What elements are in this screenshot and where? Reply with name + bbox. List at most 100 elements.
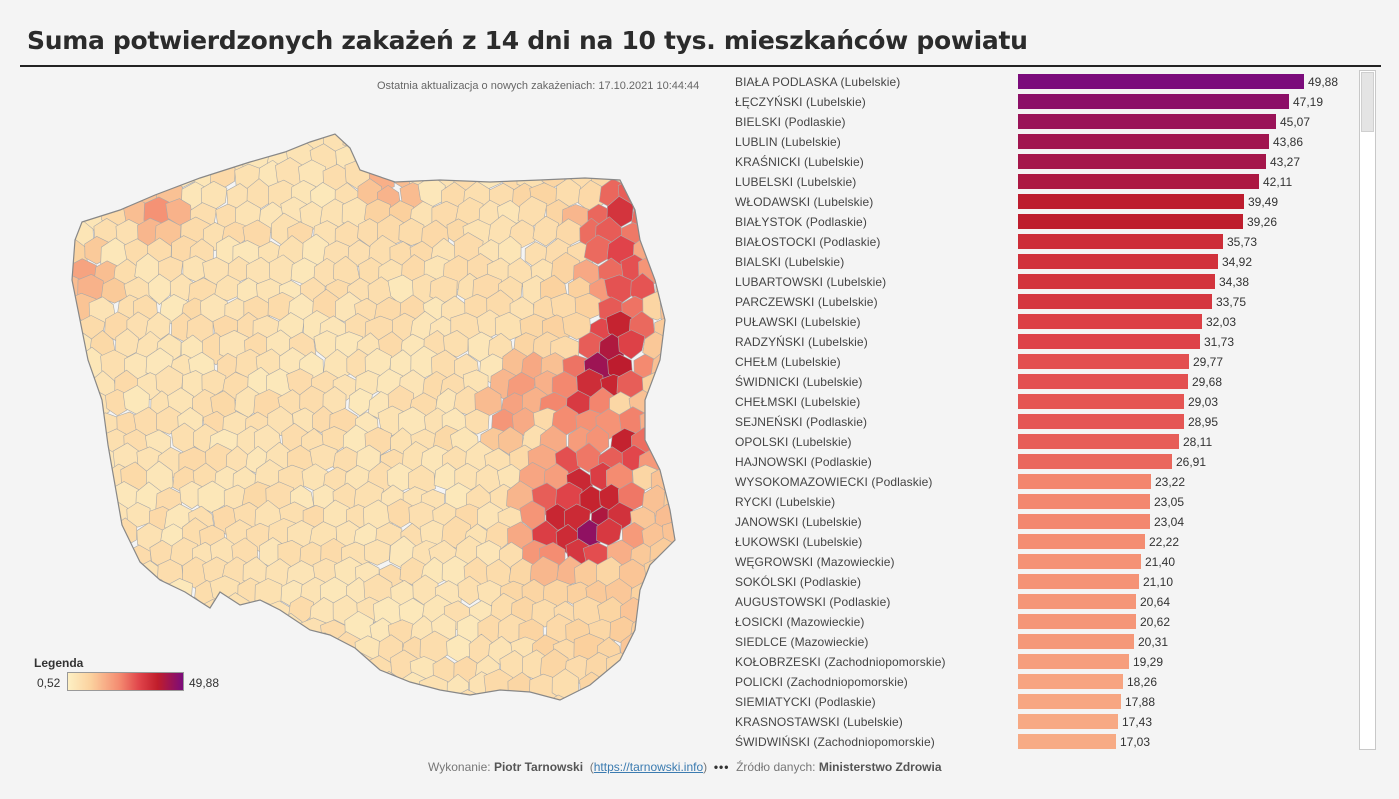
- county-region[interactable]: [486, 130, 511, 137]
- bar[interactable]: [1018, 294, 1212, 309]
- county-region[interactable]: [90, 485, 117, 516]
- bar[interactable]: [1018, 594, 1136, 609]
- county-region[interactable]: [78, 500, 107, 535]
- county-region[interactable]: [663, 593, 690, 624]
- county-region[interactable]: [672, 274, 690, 305]
- county-region[interactable]: [651, 694, 679, 720]
- county-region[interactable]: [60, 615, 86, 647]
- county-region[interactable]: [60, 235, 65, 268]
- county-region[interactable]: [332, 130, 357, 132]
- bar[interactable]: [1018, 114, 1276, 129]
- county-region[interactable]: [485, 709, 514, 720]
- county-region[interactable]: [72, 369, 96, 400]
- bar-row[interactable]: ŚWIDWIŃSKI (Zachodniopomorskie) 17,03: [735, 732, 1355, 752]
- county-region[interactable]: [214, 274, 241, 302]
- county-region[interactable]: [71, 179, 98, 211]
- county-region[interactable]: [60, 130, 66, 150]
- county-region[interactable]: [222, 633, 251, 662]
- county-region[interactable]: [625, 692, 655, 720]
- county-region[interactable]: [104, 543, 134, 574]
- county-region[interactable]: [578, 711, 605, 721]
- poland-choropleth-map[interactable]: [60, 130, 690, 720]
- bar[interactable]: [1018, 254, 1218, 269]
- county-region[interactable]: [672, 198, 690, 227]
- county-region[interactable]: [608, 692, 638, 720]
- county-region[interactable]: [551, 251, 581, 284]
- county-region[interactable]: [182, 130, 208, 133]
- county-region[interactable]: [467, 130, 494, 136]
- county-region[interactable]: [91, 184, 118, 213]
- county-region[interactable]: [124, 159, 155, 189]
- county-region[interactable]: [464, 408, 490, 435]
- county-region[interactable]: [654, 198, 683, 232]
- county-region[interactable]: [682, 257, 690, 285]
- county-region[interactable]: [389, 130, 415, 149]
- county-region[interactable]: [507, 130, 536, 137]
- scrollbar-thumb[interactable]: [1361, 72, 1374, 132]
- county-region[interactable]: [189, 130, 214, 151]
- bar[interactable]: [1018, 374, 1188, 389]
- county-region[interactable]: [210, 618, 236, 649]
- county-region[interactable]: [684, 594, 690, 627]
- county-region[interactable]: [673, 236, 690, 267]
- county-region[interactable]: [278, 655, 306, 686]
- bar[interactable]: [1018, 74, 1304, 89]
- county-region[interactable]: [551, 130, 578, 138]
- county-region[interactable]: [60, 406, 75, 439]
- county-region[interactable]: [683, 442, 690, 474]
- bar-row[interactable]: WŁODAWSKI (Lubelskie) 39,49: [735, 192, 1355, 212]
- county-region[interactable]: [398, 217, 426, 247]
- county-region[interactable]: [60, 130, 74, 135]
- county-region[interactable]: [678, 656, 691, 689]
- county-region[interactable]: [573, 130, 602, 138]
- county-region[interactable]: [80, 461, 109, 492]
- county-region[interactable]: [543, 130, 568, 151]
- county-region[interactable]: [60, 464, 87, 499]
- bar[interactable]: [1018, 514, 1150, 529]
- county-region[interactable]: [60, 461, 63, 493]
- county-region[interactable]: [83, 614, 111, 649]
- county-region[interactable]: [241, 632, 271, 663]
- county-region[interactable]: [385, 686, 414, 718]
- bar-row[interactable]: LUBLIN (Lubelskie) 43,86: [735, 132, 1355, 152]
- county-region[interactable]: [158, 141, 188, 174]
- bar[interactable]: [1018, 434, 1179, 449]
- county-region[interactable]: [649, 387, 678, 418]
- county-region[interactable]: [410, 691, 438, 720]
- county-region[interactable]: [366, 692, 395, 719]
- county-region[interactable]: [156, 638, 184, 670]
- county-region[interactable]: [645, 714, 670, 720]
- county-region[interactable]: [101, 611, 131, 646]
- county-region[interactable]: [630, 650, 657, 681]
- county-region[interactable]: [81, 428, 110, 459]
- bar-row[interactable]: KRAŚNICKI (Lubelskie) 43,27: [735, 152, 1355, 172]
- county-region[interactable]: [583, 130, 614, 156]
- bar[interactable]: [1018, 94, 1289, 109]
- county-region[interactable]: [165, 690, 197, 720]
- bar[interactable]: [1018, 534, 1145, 549]
- county-region[interactable]: [663, 403, 690, 435]
- county-region[interactable]: [322, 687, 353, 720]
- county-region[interactable]: [641, 594, 669, 625]
- county-region[interactable]: [113, 595, 142, 628]
- bar[interactable]: [1018, 274, 1215, 289]
- county-region[interactable]: [200, 638, 227, 664]
- bar-row[interactable]: ŚWIDNICKI (Lubelskie) 29,68: [735, 372, 1355, 392]
- county-region[interactable]: [62, 159, 89, 188]
- county-region[interactable]: [687, 673, 690, 704]
- county-region[interactable]: [674, 618, 690, 646]
- county-region[interactable]: [291, 673, 318, 703]
- county-region[interactable]: [666, 254, 690, 283]
- county-region[interactable]: [164, 130, 193, 153]
- county-region[interactable]: [76, 575, 105, 610]
- county-region[interactable]: [83, 157, 112, 192]
- county-region[interactable]: [688, 484, 691, 513]
- county-region[interactable]: [445, 146, 471, 176]
- bar[interactable]: [1018, 474, 1151, 489]
- bar[interactable]: [1018, 554, 1141, 569]
- county-region[interactable]: [491, 145, 518, 175]
- county-region[interactable]: [650, 234, 676, 264]
- county-region[interactable]: [60, 599, 75, 629]
- county-region[interactable]: [214, 130, 242, 155]
- bar[interactable]: [1018, 154, 1266, 169]
